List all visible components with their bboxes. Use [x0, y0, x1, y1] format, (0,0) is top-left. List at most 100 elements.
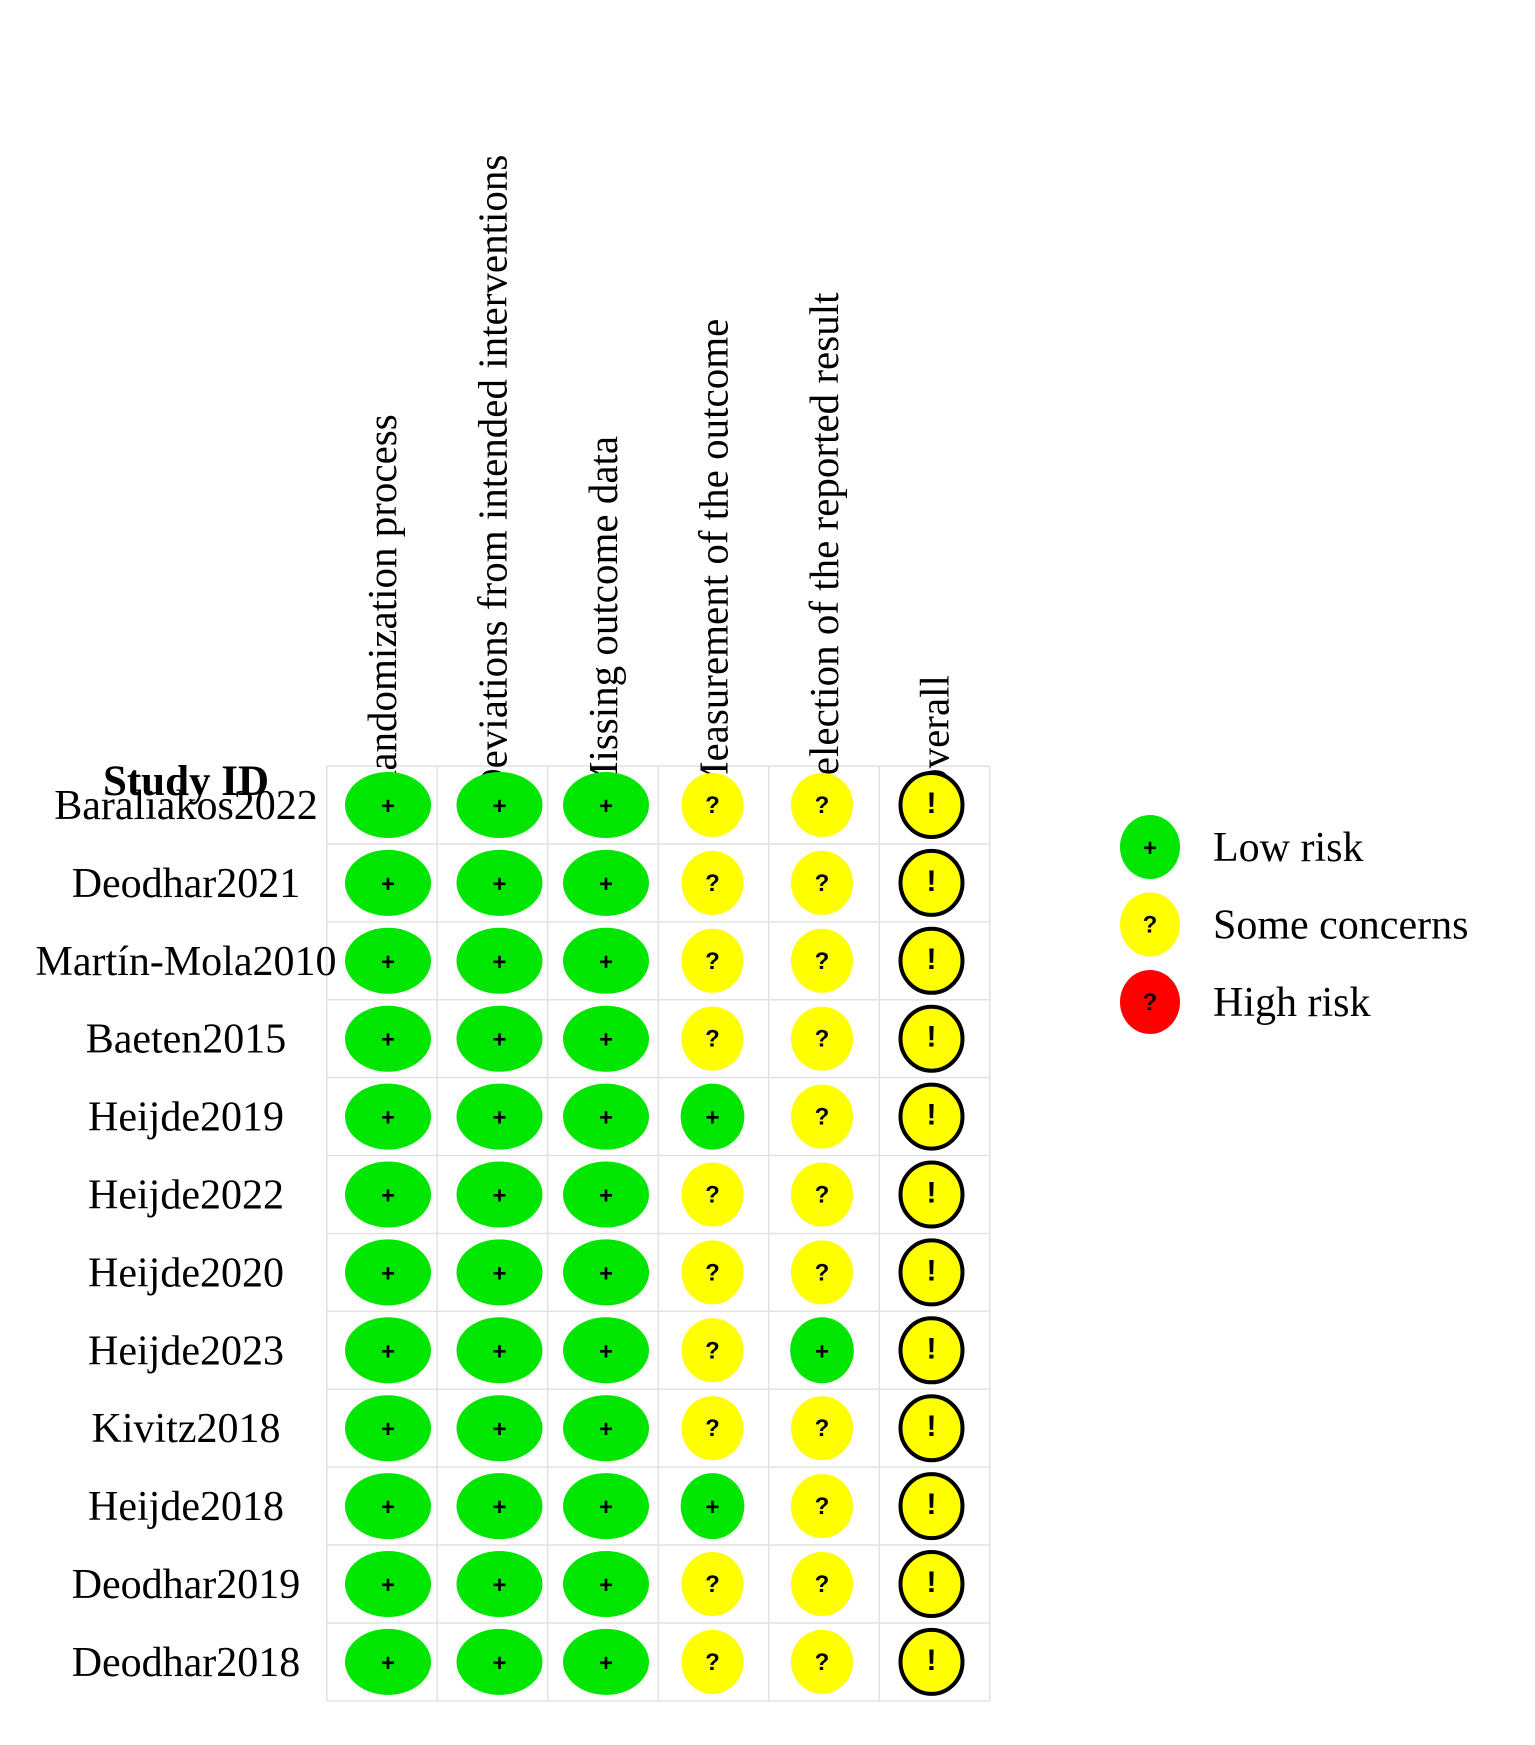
cell-heijde2020-deviations-from-intended-interventions: + [456, 1239, 543, 1306]
cell-heijde2019-deviations-from-intended-interventions: + [456, 1083, 543, 1150]
study-label-heijde2023: Heijde2023 [88, 1328, 284, 1374]
legend: + Low risk? Some concerns? High risk [1120, 815, 1468, 1034]
low-risk-marker [456, 1317, 543, 1384]
low-risk-symbol: + [381, 1416, 395, 1443]
cell-deodhar2018-overall: ! [898, 1627, 965, 1696]
cell-heijde2022-measurement-of-the-outcome: ? [681, 1162, 744, 1227]
cell-heijde2018-randomization-process: + [345, 1473, 431, 1540]
cell-deodhar2018-measurement-of-the-outcome: ? [681, 1629, 744, 1694]
cell-heijde2020-selection-of-the-reported-result: ? [791, 1240, 853, 1305]
some-risk-symbol: ? [705, 1415, 720, 1442]
some-risk-marker [791, 1629, 853, 1694]
cell-baeten2015-overall: ! [898, 1004, 965, 1073]
cell-baeten2015-deviations-from-intended-interventions: + [456, 1005, 543, 1072]
low-risk-symbol: + [492, 793, 506, 820]
some-risk-marker [791, 1552, 853, 1616]
some-risk-marker [681, 1162, 744, 1227]
low-risk-marker [456, 1473, 543, 1540]
low-risk-marker [345, 1083, 431, 1150]
low-risk-symbol: + [599, 1494, 613, 1521]
low-risk-marker [456, 927, 543, 994]
cell-deodhar2019-missing-outcome-data: + [563, 1551, 649, 1617]
some-risk-symbol: ? [815, 792, 830, 819]
cell-heijde2023-deviations-from-intended-interventions: + [456, 1317, 543, 1384]
overall_some-risk-symbol: ! [927, 1099, 937, 1132]
low-risk-symbol: + [1143, 835, 1157, 862]
some-risk-marker [791, 1084, 853, 1149]
low-risk-marker [345, 772, 431, 838]
some-risk-marker [681, 1396, 744, 1461]
overall_some-risk-symbol: ! [927, 943, 937, 976]
low-risk-symbol: + [381, 1494, 395, 1521]
low-risk-marker [345, 927, 431, 994]
low-risk-marker [456, 1161, 543, 1228]
low-risk-marker [680, 1083, 745, 1150]
cell-heijde2019-selection-of-the-reported-result: ? [791, 1084, 853, 1149]
column-header-randomization-process: Randomization process [359, 414, 405, 798]
cell-heijde2023-randomization-process: + [345, 1317, 431, 1384]
cell-deodhar2018-randomization-process: + [345, 1628, 431, 1695]
cell-deodhar2021-selection-of-the-reported-result: ? [791, 850, 853, 915]
low-risk-marker [563, 1005, 649, 1072]
low-risk-symbol: + [599, 871, 613, 898]
some-risk-symbol: ? [815, 1493, 830, 1520]
some-risk-symbol: ? [705, 1026, 720, 1053]
low-risk-marker [563, 927, 649, 994]
low-risk-symbol: + [815, 1338, 829, 1365]
legend-marker-some: ? [1120, 892, 1180, 957]
some-risk-symbol: ? [705, 1182, 720, 1209]
low-risk-symbol: + [492, 871, 506, 898]
low-risk-symbol: + [381, 1260, 395, 1287]
cell-deodhar2021-overall: ! [898, 848, 965, 917]
low-risk-marker [456, 1551, 543, 1617]
cell-baraliakos2022-deviations-from-intended-interventions: + [456, 772, 543, 838]
cell-baraliakos2022-overall: ! [898, 771, 965, 839]
some-risk-symbol: ? [705, 1649, 720, 1676]
low-risk-symbol: + [705, 1105, 719, 1132]
high-risk-symbol: ? [1143, 989, 1158, 1016]
overall_some-risk-marker [898, 1160, 965, 1229]
some-risk-marker [681, 1240, 744, 1305]
some-risk-symbol: ? [815, 1649, 830, 1676]
low-risk-symbol: + [705, 1494, 719, 1521]
low-risk-symbol: + [492, 1027, 506, 1054]
low-risk-marker [345, 1005, 431, 1072]
overall_some-risk-marker [898, 1550, 965, 1618]
cell-kivitz2018-measurement-of-the-outcome: ? [681, 1396, 744, 1461]
cell-deodhar2019-randomization-process: + [345, 1551, 431, 1617]
some-risk-marker [791, 850, 853, 915]
low-risk-symbol: + [599, 1183, 613, 1210]
low-risk-symbol: + [599, 1338, 613, 1365]
overall_some-risk-marker [898, 1082, 965, 1151]
cell-deodhar2018-deviations-from-intended-interventions: + [456, 1628, 543, 1695]
some-risk-symbol: ? [705, 1571, 720, 1598]
overall_some-risk-symbol: ! [927, 1644, 937, 1677]
some-risk-symbol: ? [815, 870, 830, 897]
low-risk-marker [563, 1395, 649, 1462]
low-risk-marker [345, 1551, 431, 1617]
overall_some-risk-symbol: ! [927, 1254, 937, 1287]
cell-heijde2022-missing-outcome-data: + [563, 1161, 649, 1228]
some-risk-marker [791, 1162, 853, 1227]
cell-deodhar2018-selection-of-the-reported-result: ? [791, 1629, 853, 1694]
legend-label-some: Some concerns [1213, 903, 1468, 949]
some-risk-marker [681, 1552, 744, 1616]
low-risk-marker [456, 1083, 543, 1150]
some-risk-marker [791, 1006, 853, 1071]
overall_some-risk-marker [898, 1238, 965, 1307]
column-header-deviations-from-intended-interventions: Deviations from intended interventions [470, 155, 516, 798]
low-risk-marker [345, 1628, 431, 1695]
cell-heijde2020-randomization-process: + [345, 1239, 431, 1306]
overall_some-risk-symbol: ! [927, 1332, 937, 1365]
cell-heijde2020-overall: ! [898, 1238, 965, 1307]
cell-heijde2023-measurement-of-the-outcome: ? [681, 1318, 744, 1383]
some-risk-symbol: ? [705, 792, 720, 819]
rating-cells: + + +?? ! + + +?? ! + + +?? ! + + +?? ! + + + +? ! + + +?? ! + + +?… [345, 771, 965, 1696]
cell-heijde2018-deviations-from-intended-interventions: + [456, 1473, 543, 1540]
some-risk-symbol: ? [815, 1415, 830, 1442]
some-risk-marker [791, 1240, 853, 1305]
overall_some-risk-marker [898, 1627, 965, 1696]
cell-deodhar2021-randomization-process: + [345, 849, 431, 916]
cell-baeten2015-missing-outcome-data: + [563, 1005, 649, 1072]
